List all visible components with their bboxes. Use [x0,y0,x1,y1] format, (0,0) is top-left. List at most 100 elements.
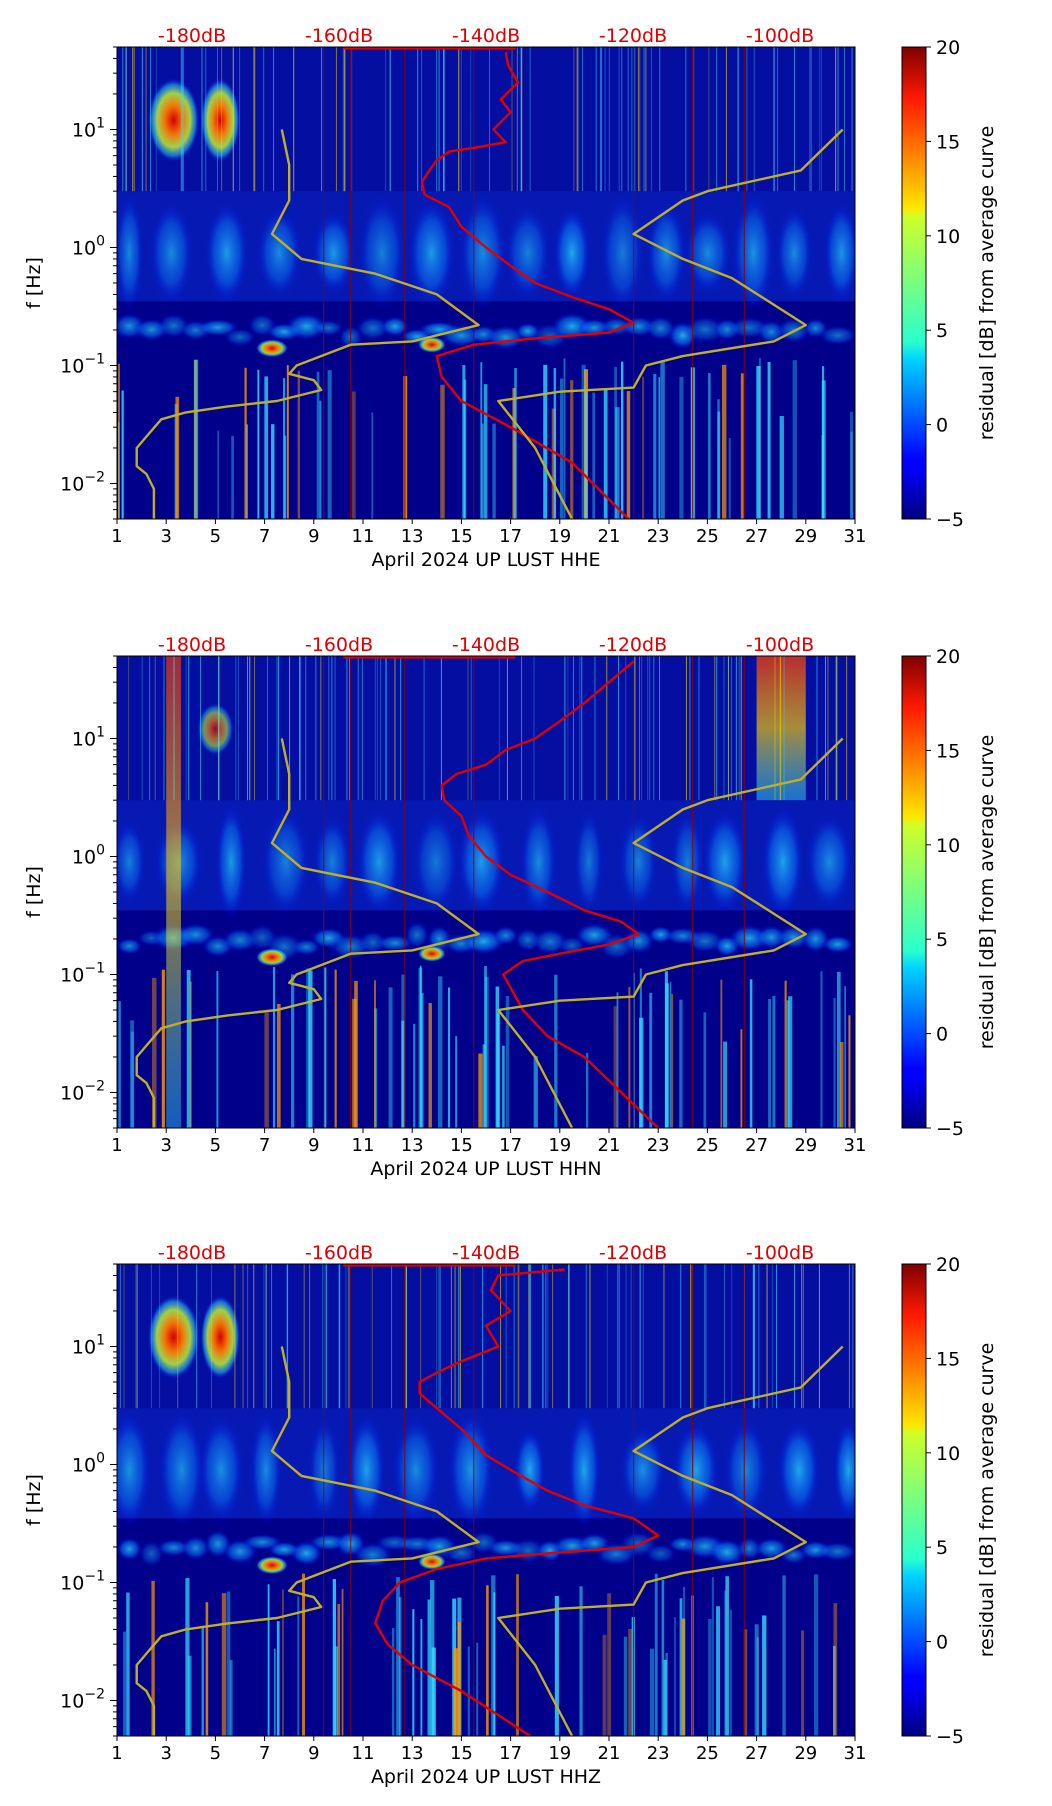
heatmap-line [266,656,268,801]
heatmap-line [122,47,124,192]
heatmap-line [438,1264,440,1409]
heatmap-blob [358,930,387,955]
heatmap-streak [496,1013,501,1128]
heatmap-streak [264,376,269,519]
heatmap-streak [512,388,516,519]
heatmap-streak [284,435,287,519]
heatmap-line [300,656,302,801]
heatmap-streak [649,1648,655,1736]
heatmap-streak [462,365,466,519]
heatmap-line [385,656,387,801]
heatmap-streak [205,1602,209,1736]
heatmap-streak [491,1575,496,1736]
heatmap-streak [291,974,295,1128]
heatmap-streak [319,400,322,519]
heatmap-line [232,47,234,192]
heatmap-line [825,656,827,801]
heatmap-line [326,1264,328,1409]
heatmap-line [443,47,445,192]
heatmap-line [376,656,378,801]
x-tick-label: 23 [647,1135,670,1156]
y-tick-label: 10−1 [60,1568,105,1594]
heatmap-line [346,656,348,801]
heatmap-streak [762,1615,767,1736]
heatmap-line [649,656,651,801]
heatmap-blob [493,925,519,946]
top-axis-label: -120dB [599,25,667,47]
heatmap-blob [833,1420,855,1520]
heatmap-line [440,656,442,801]
heatmap-streak [768,998,772,1128]
x-tick-label: 21 [598,526,621,547]
heatmap-streak [723,1041,728,1128]
heatmap-line [573,47,575,192]
colorbar-tick-label: 5 [936,320,948,342]
heatmap-streak [833,1645,836,1736]
heatmap-line [517,1264,519,1409]
colorbar-gradient [901,1263,927,1737]
colorbar-tick-label: 15 [936,1348,960,1370]
heatmap-blob [285,313,328,340]
heatmap-streak [186,969,191,1128]
colorbar-tick-label: 10 [936,226,960,248]
heatmap-line [293,47,295,192]
heatmap-blob [601,195,644,311]
x-tick-label: 25 [696,1135,719,1156]
x-tick-label: 23 [647,1743,670,1764]
heatmap-blob [684,211,732,294]
yellow-noise-model-curve [135,129,480,519]
heatmap-line [342,47,344,192]
heatmap-hotspot [417,945,446,962]
heatmap-line [321,47,323,192]
heatmap-line [737,47,739,192]
y-tick-label: 10−2 [60,1686,105,1712]
x-tick-label: 1 [111,1743,122,1764]
heatmap-streak [401,1020,405,1128]
heatmap-streak [221,1593,227,1736]
y-tick-label: 100 [72,1450,105,1476]
heatmap-blob [312,211,355,294]
heatmap-streak [502,1045,505,1128]
heatmap-streak [151,1580,155,1736]
heatmap-line [618,47,620,192]
heatmap-streak [669,981,672,1128]
heatmap-line [567,656,569,801]
red-noise-curve [420,52,635,519]
heatmap-blob [358,196,406,310]
heatmap-line [423,656,425,801]
heatmap-line [128,656,130,801]
y-tick-label: 101 [72,1332,105,1358]
colorbar-tick-label: 20 [936,37,960,59]
heatmap-blob [754,1537,789,1560]
top-axis-label: -100dB [746,1242,814,1264]
heatmap-line [338,1264,340,1409]
heatmap-line [639,1264,641,1409]
x-tick-label: 19 [548,1743,571,1764]
heatmap-streak [282,378,286,519]
heatmap-line [581,656,583,801]
heatmap-streak [130,1020,135,1128]
heatmap-streak [533,1056,538,1128]
colorbar-tick-label: 10 [936,1443,960,1465]
colorbar: −5 0 5 10 15 20 residual [dB] from average cur… [901,646,998,1140]
heatmap-line [263,1264,265,1409]
heatmap-line [417,47,419,192]
red-noise-curve [440,660,660,1128]
heatmap-line [221,47,223,192]
heatmap-line [459,1264,461,1409]
x-tick-label: 9 [308,1135,319,1156]
heatmap-streak [286,365,289,519]
heatmap-streak [603,389,608,519]
heatmap-line [723,656,725,801]
colorbar-gradient [901,655,927,1129]
heatmap-line [488,47,490,192]
heatmap-line [572,656,574,801]
heatmap-blob [205,202,249,304]
heatmap-streak [398,1597,402,1736]
x-tick-label: 27 [745,526,768,547]
heatmap-blob [150,202,193,304]
heatmap-blob [619,814,658,910]
x-tick-label: 19 [548,526,571,547]
heatmap-line [389,47,391,192]
x-axis-label: April 2024 UP LUST HHZ [371,1766,601,1788]
